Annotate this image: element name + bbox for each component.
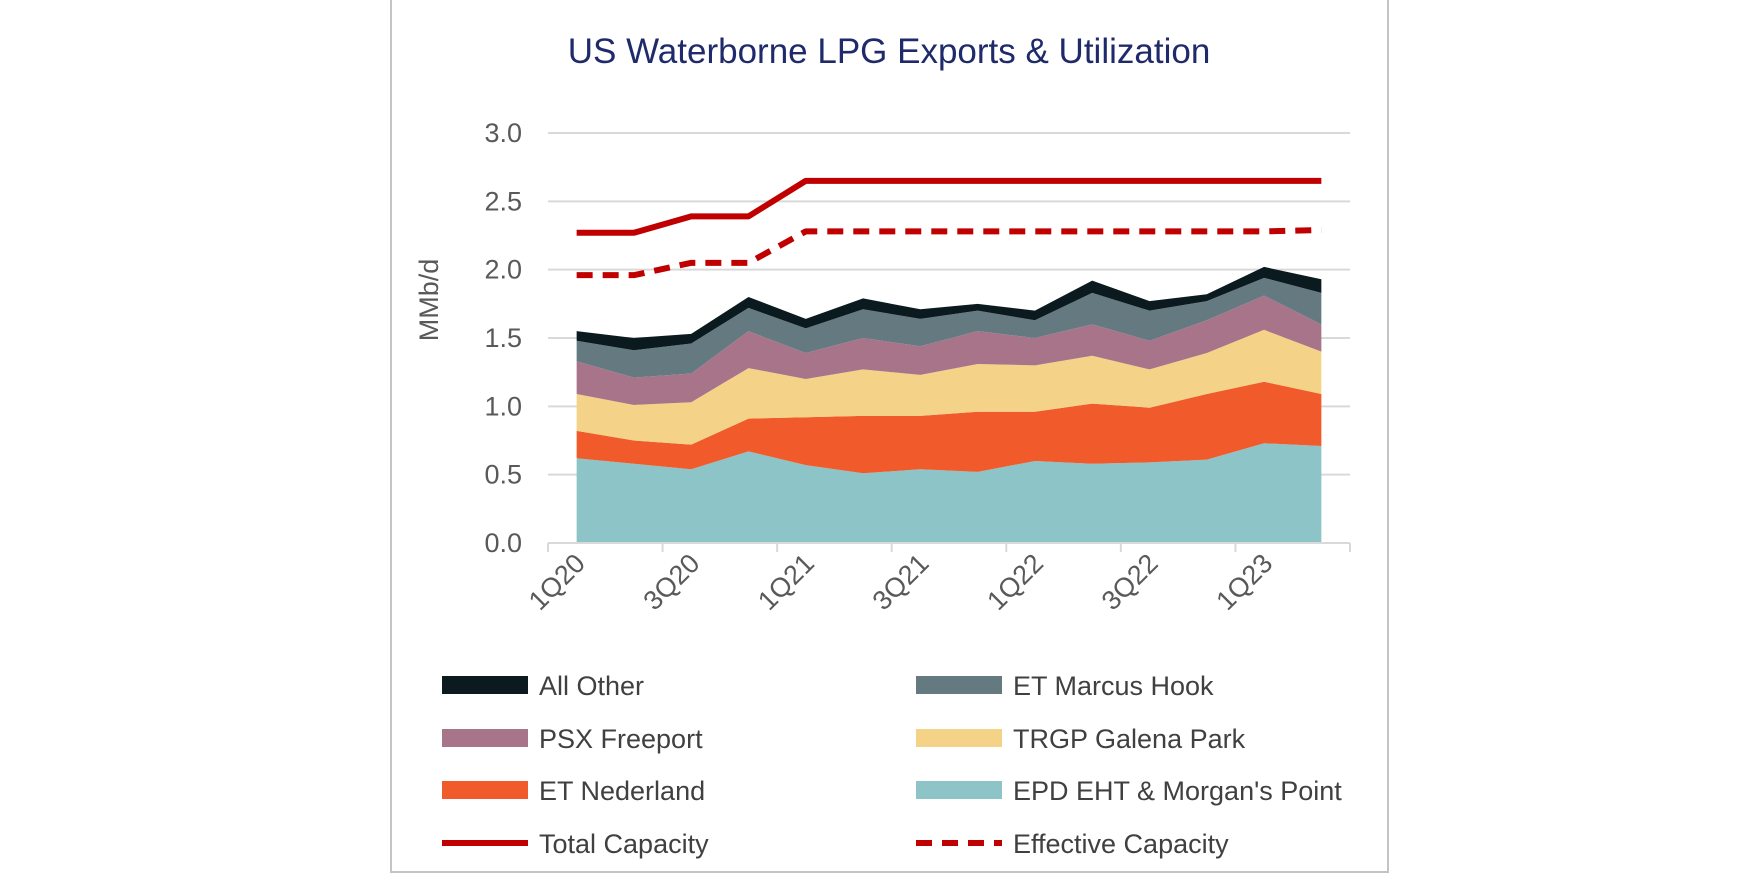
y-tick-label: 0.0	[484, 528, 522, 558]
line-effective-capacity	[576, 227, 1322, 279]
area-trgp-galena-park	[576, 329, 1322, 445]
legend-swatch-trgp-galena-park	[916, 729, 1002, 747]
chart-title: US Waterborne LPG Exports & Utilization	[568, 32, 1211, 71]
y-axis-title: MMb/d	[414, 259, 444, 342]
y-tick-label: 1.5	[484, 323, 522, 353]
area-psx-freeport	[576, 295, 1322, 405]
line-total-capacity	[576, 177, 1322, 236]
x-tick-label: 1Q20	[523, 548, 591, 616]
legend-swatch-psx-freeport	[442, 729, 528, 747]
legend-label-effective-capacity: Effective Capacity	[1013, 829, 1229, 859]
legend-swatch-et-marcus-hook	[916, 676, 1002, 694]
x-tick-label: 1Q22	[981, 548, 1049, 616]
legend-label-trgp-galena-park: TRGP Galena Park	[1013, 724, 1246, 754]
x-tick-label: 1Q21	[752, 548, 820, 616]
legend-label-total-capacity: Total Capacity	[539, 829, 709, 859]
x-tick-label: 3Q22	[1096, 548, 1164, 616]
area-all-other	[576, 266, 1322, 351]
legend-label-et-marcus-hook: ET Marcus Hook	[1013, 671, 1214, 701]
x-tick-label: 3Q20	[638, 548, 706, 616]
x-tick-label: 1Q23	[1210, 548, 1278, 616]
y-tick-label: 0.5	[484, 460, 522, 490]
area-et-nederland	[576, 381, 1322, 474]
legend-swatch-all-other	[442, 676, 528, 694]
legend-swatch-epd-eht-morgan-s-point	[916, 781, 1002, 799]
legend-label-et-nederland: ET Nederland	[539, 776, 705, 806]
y-tick-label: 3.0	[484, 118, 522, 148]
y-tick-label: 1.0	[484, 391, 522, 421]
legend-label-all-other: All Other	[539, 671, 644, 701]
y-tick-label: 2.5	[484, 186, 522, 216]
legend-label-epd-eht-morgan-s-point: EPD EHT & Morgan's Point	[1013, 776, 1342, 806]
legend: All Other ET Marcus Hook PSX Freeport TRGP …	[442, 671, 1342, 859]
x-tick-label: 3Q21	[867, 548, 935, 616]
capacity-lines	[576, 177, 1322, 279]
area-epd-eht-morgan-s-point	[576, 443, 1322, 543]
y-tick-label: 2.0	[484, 255, 522, 285]
legend-swatch-et-nederland	[442, 781, 528, 799]
area-et-marcus-hook	[576, 277, 1322, 378]
stacked-areas	[576, 266, 1322, 543]
legend-label-psx-freeport: PSX Freeport	[539, 724, 703, 754]
